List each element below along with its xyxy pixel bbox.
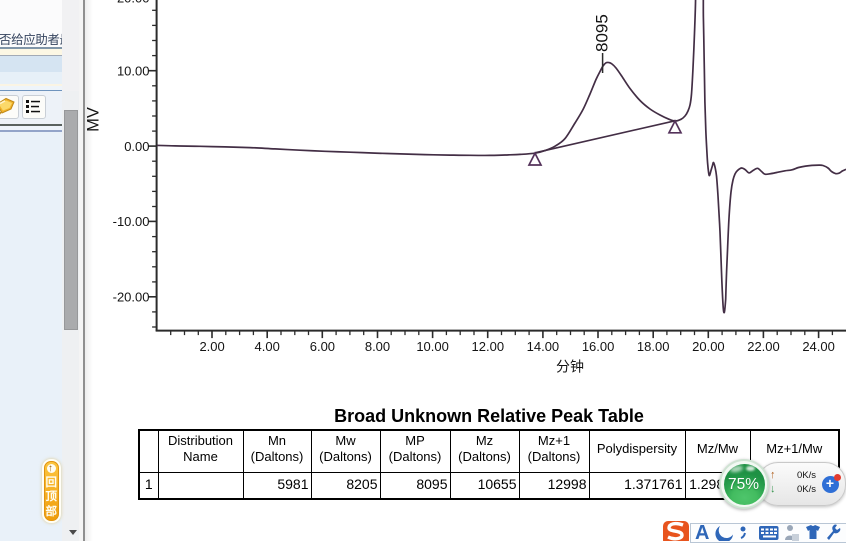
- svg-text:6.00: 6.00: [310, 339, 335, 354]
- svg-text:-10.00: -10.00: [113, 214, 150, 229]
- svg-text:2.00: 2.00: [199, 339, 224, 354]
- svg-text:8.00: 8.00: [365, 339, 390, 354]
- svg-text:22.00: 22.00: [747, 339, 780, 354]
- svg-text:4.00: 4.00: [255, 339, 280, 354]
- svg-text:14.00: 14.00: [527, 339, 560, 354]
- svg-text:10.00: 10.00: [117, 63, 150, 78]
- svg-text:A: A: [695, 522, 709, 541]
- svg-text:20.00: 20.00: [117, 0, 150, 5]
- svg-text:MV: MV: [85, 107, 103, 132]
- svg-text:8095: 8095: [593, 14, 612, 52]
- svg-text:18.00: 18.00: [637, 339, 670, 354]
- svg-text:12.00: 12.00: [472, 339, 505, 354]
- svg-text:24.00: 24.00: [802, 339, 835, 354]
- svg-text:16.00: 16.00: [582, 339, 615, 354]
- svg-text:10.00: 10.00: [416, 339, 449, 354]
- svg-text:0.00: 0.00: [124, 139, 149, 154]
- svg-text:-20.00: -20.00: [113, 290, 150, 305]
- svg-text:分钟: 分钟: [556, 359, 584, 375]
- svg-text:20.00: 20.00: [692, 339, 725, 354]
